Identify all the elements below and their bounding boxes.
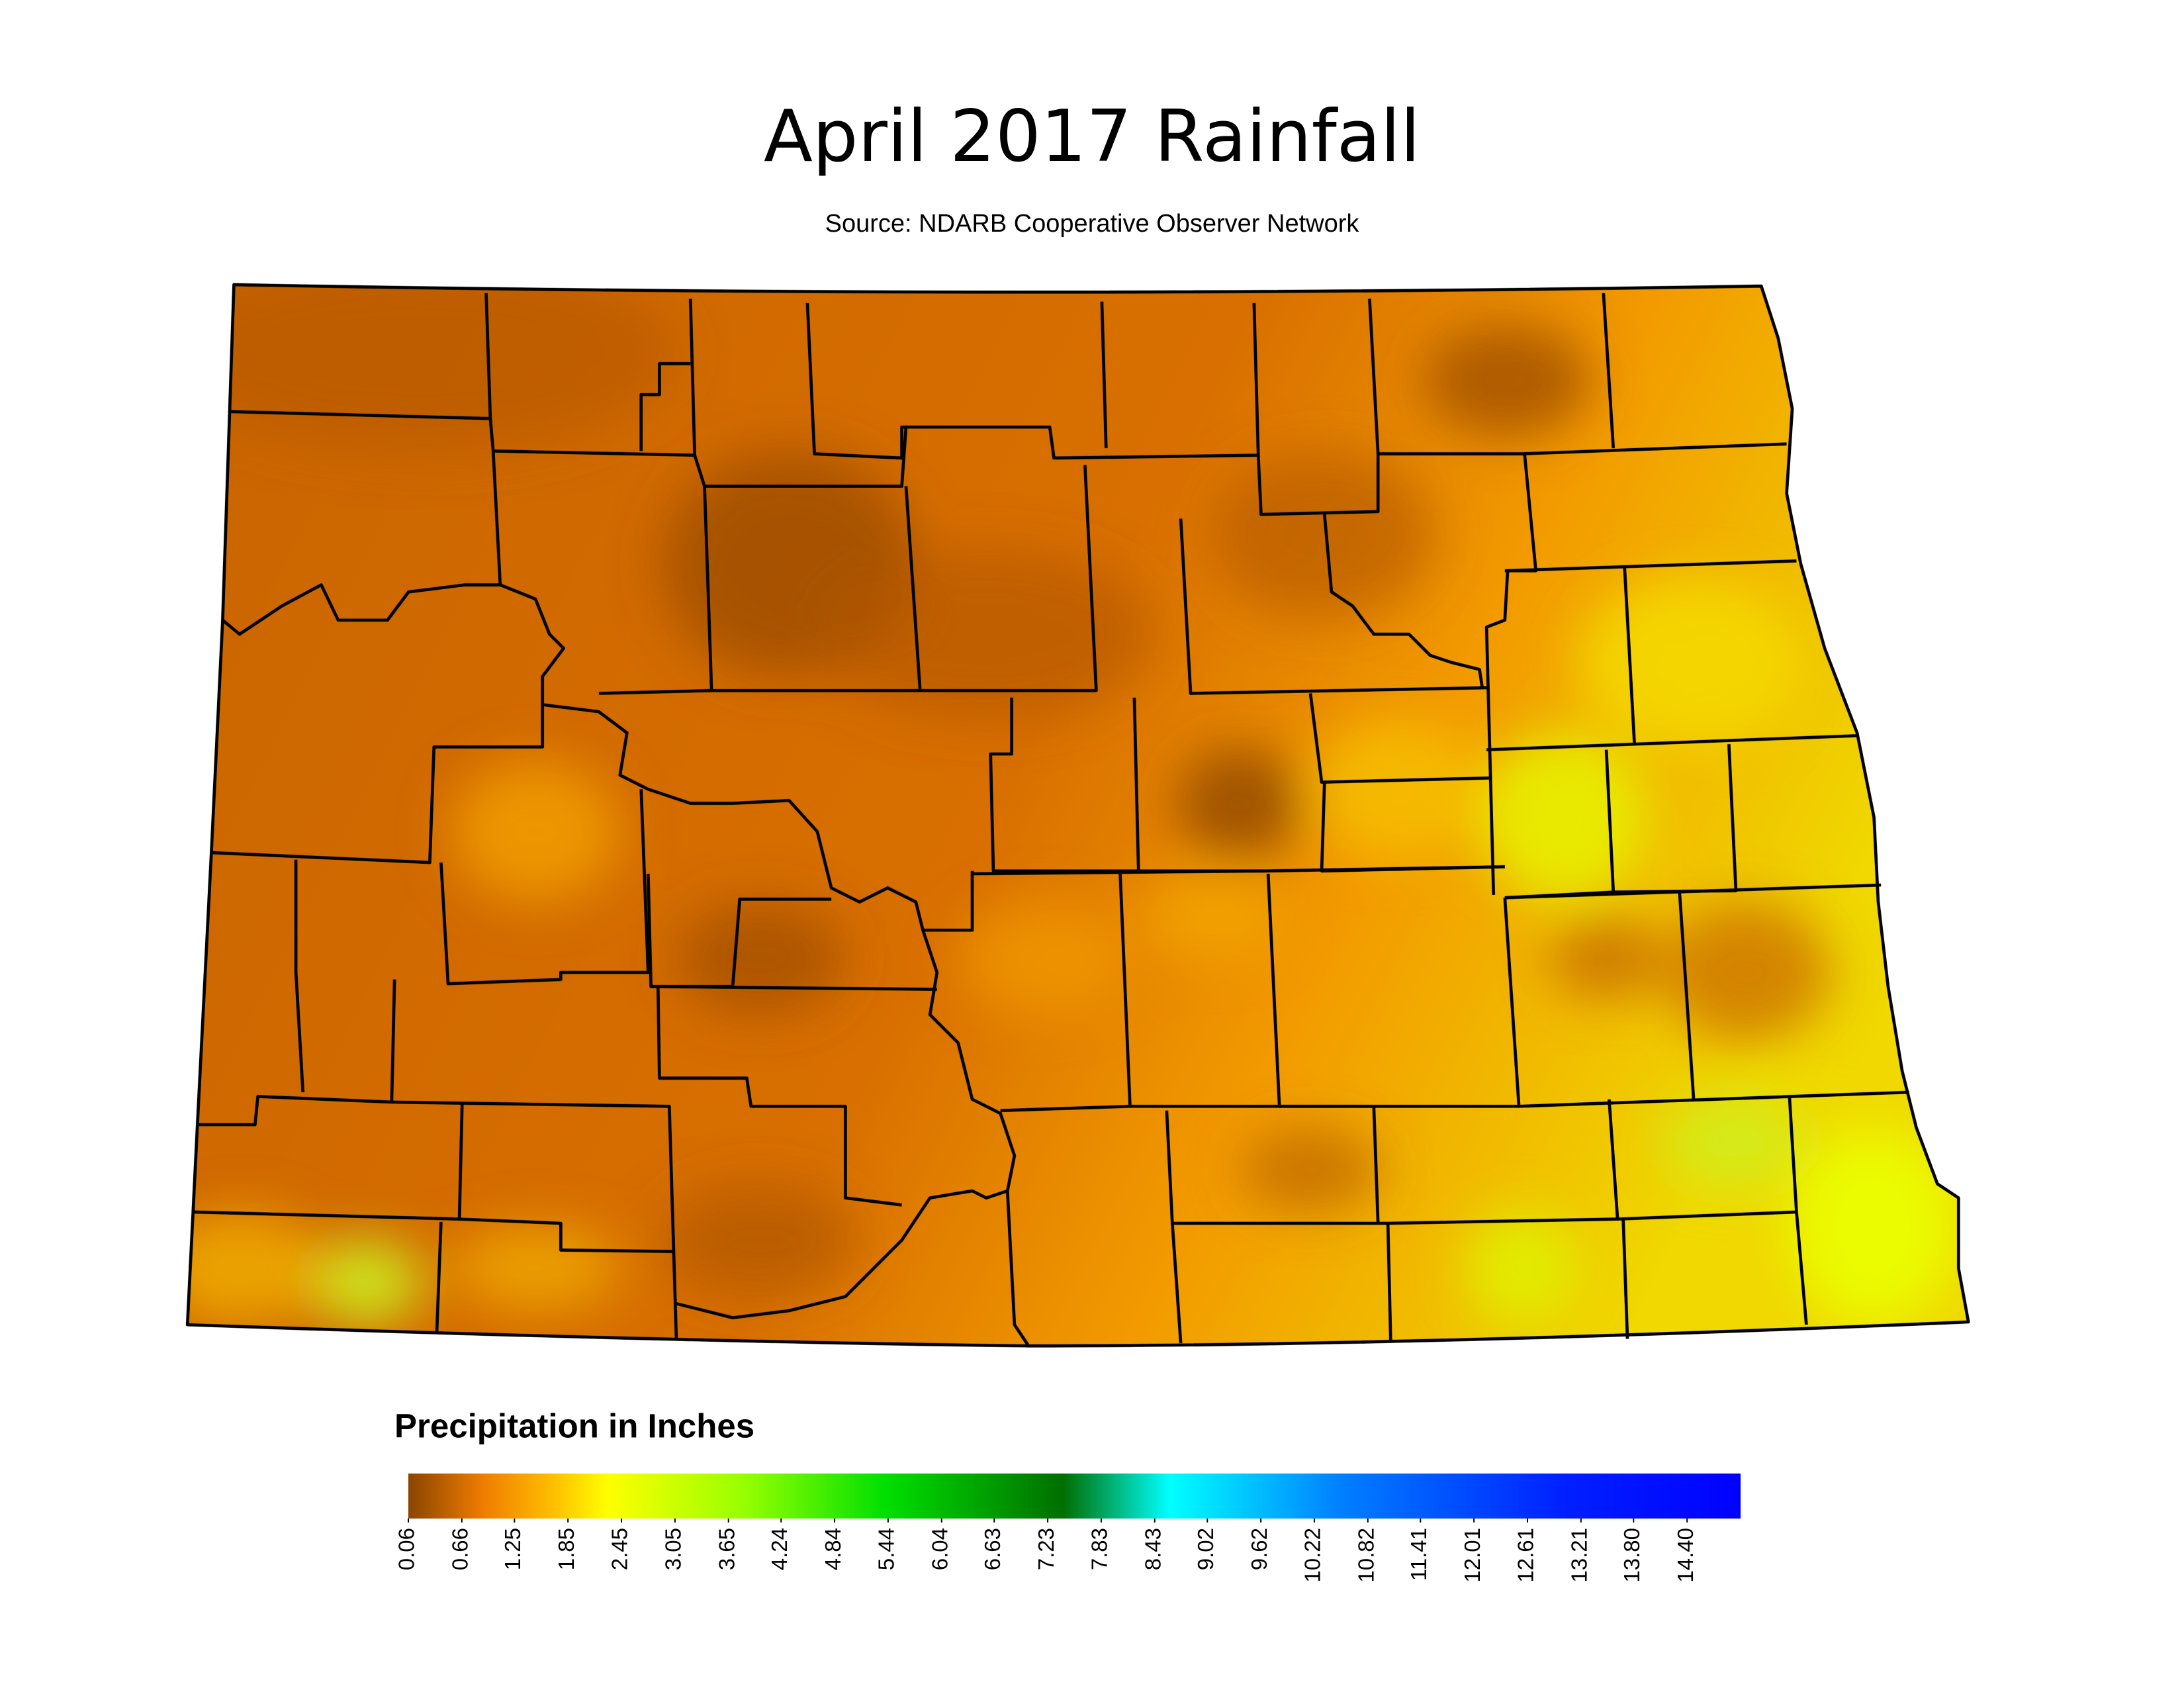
- colorbar-tick-label: 11.41: [1406, 1528, 1431, 1581]
- colorbar-tick-label: 14.40: [1673, 1528, 1698, 1583]
- colorbar-tick-label: 6.04: [927, 1528, 952, 1570]
- county-lines: [185, 283, 1970, 1348]
- map-subtitle: Source: NDARB Cooperative Observer Netwo…: [825, 210, 1360, 238]
- colorbar-tick-label: 0.66: [448, 1528, 473, 1570]
- colorbar-tick-label: 4.24: [767, 1528, 792, 1570]
- colorbar-tick-label: 8.43: [1140, 1528, 1165, 1570]
- legend-title: Precipitation in Inches: [394, 1407, 754, 1444]
- colorbar-tick-label: 4.84: [821, 1528, 845, 1570]
- colorbar-tick-label: 13.80: [1619, 1528, 1644, 1583]
- colorbar-tick-label: 1.25: [500, 1528, 525, 1570]
- colorbar-tick-label: 5.44: [874, 1528, 899, 1570]
- colorbar-tick-label: 0.06: [394, 1528, 419, 1570]
- colorbar-tick-label: 13.21: [1567, 1528, 1592, 1583]
- colorbar-bar: [408, 1474, 1741, 1519]
- colorbar-tick-label: 10.82: [1354, 1528, 1379, 1583]
- colorbar: 0.06 0.66 1.25 1.85 2.45 3.05 3.65 4.24 4.84 5.44…: [394, 1474, 1741, 1583]
- colorbar-tick-label: 7.23: [1034, 1528, 1058, 1570]
- colorbar-tick-label: 3.65: [714, 1528, 739, 1570]
- colorbar-tick-label: 6.63: [980, 1528, 1005, 1570]
- colorbar-tick-label: 12.61: [1514, 1528, 1538, 1583]
- colorbar-tick-label: 12.01: [1460, 1528, 1484, 1583]
- colorbar-tick-label: 7.83: [1087, 1528, 1112, 1570]
- state-map: [185, 283, 1970, 1348]
- colorbar-tick-label: 3.05: [661, 1528, 686, 1570]
- colorbar-tick-label: 1.85: [554, 1528, 578, 1570]
- colorbar-tick-label: 9.02: [1193, 1528, 1218, 1570]
- colorbar-tick-label: 10.22: [1300, 1528, 1325, 1583]
- map-title: April 2017 Rainfall: [764, 95, 1420, 178]
- colorbar-tick-label: 2.45: [608, 1528, 632, 1570]
- colorbar-tick-label: 9.62: [1247, 1528, 1271, 1570]
